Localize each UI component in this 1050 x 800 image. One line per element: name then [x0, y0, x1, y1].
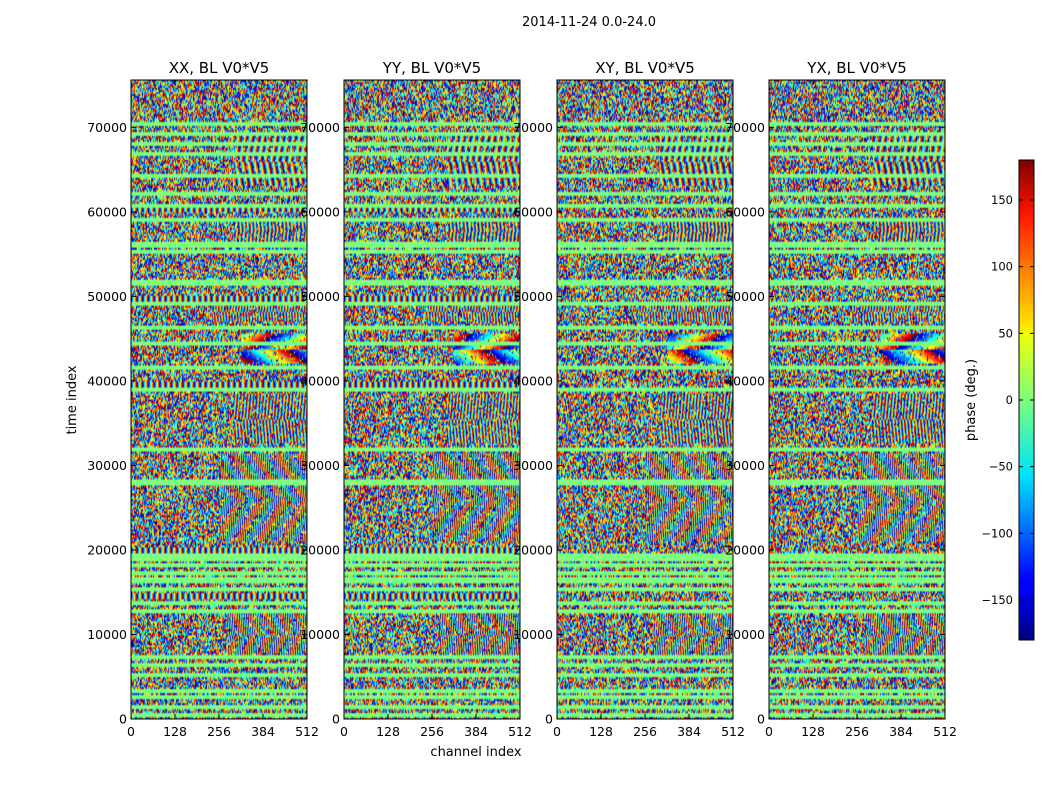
- y-tick-label: 40000: [300, 373, 340, 388]
- colorbar-tick-label: 100: [991, 260, 1013, 274]
- x-tick-label: 128: [163, 724, 187, 739]
- x-tick-label: 384: [251, 724, 275, 739]
- y-tick-label: 10000: [513, 627, 553, 642]
- colorbar-tick-label: 150: [991, 193, 1013, 207]
- x-tick-label: 384: [464, 724, 488, 739]
- y-tick-label: 20000: [725, 542, 765, 557]
- x-tick-label: 128: [589, 724, 613, 739]
- panels-group: XX, BL V0*V5 0 128 256 384 512 0 10000 20000 3000…: [87, 59, 957, 739]
- x-tick-label: 128: [376, 724, 400, 739]
- x-tick-label: 256: [207, 724, 231, 739]
- x-tick-label: 512: [721, 724, 745, 739]
- y-tick-label: 0: [119, 712, 127, 727]
- y-tick-label: 50000: [87, 289, 127, 304]
- y-tick-label: 60000: [725, 204, 765, 219]
- x-tick-label: 0: [765, 724, 773, 739]
- colorbar-tick-label: 50: [998, 326, 1013, 340]
- x-tick-label: 384: [889, 724, 913, 739]
- x-tick-label: 0: [127, 724, 135, 739]
- y-tick-label: 70000: [513, 120, 553, 135]
- x-tick-label: 512: [933, 724, 957, 739]
- x-tick-label: 0: [553, 724, 561, 739]
- y-tick-label: 60000: [87, 204, 127, 219]
- x-tick-label: 512: [508, 724, 532, 739]
- y-tick-label: 40000: [87, 373, 127, 388]
- panel-title: YX, BL V0*V5: [806, 59, 907, 77]
- y-tick-label: 50000: [513, 289, 553, 304]
- y-tick-label: 10000: [725, 627, 765, 642]
- x-tick-label: 256: [845, 724, 869, 739]
- heatmap-image: [769, 80, 945, 719]
- colorbar-tick-label: −50: [989, 460, 1013, 474]
- y-tick-label: 20000: [87, 542, 127, 557]
- heatmap-image: [557, 80, 733, 719]
- x-tick-label: 384: [677, 724, 701, 739]
- panel-1: YY, BL V0*V5 0 128 256 384 512 0 10000 20000 3000…: [300, 59, 532, 739]
- colorbar: −150 −100 −50 0 50 100 150 phase (deg.): [964, 159, 1035, 641]
- y-tick-label: 70000: [725, 120, 765, 135]
- y-tick-label: 10000: [87, 627, 127, 642]
- y-tick-label: 60000: [300, 204, 340, 219]
- y-tick-label: 30000: [513, 458, 553, 473]
- x-tick-label: 128: [801, 724, 825, 739]
- panel-title: YY, BL V0*V5: [382, 59, 481, 77]
- y-tick-label: 30000: [725, 458, 765, 473]
- y-tick-label: 0: [757, 712, 765, 727]
- panel-0: XX, BL V0*V5 0 128 256 384 512 0 10000 20000 3000…: [87, 59, 319, 739]
- colorbar-ticks: −150 −100 −50 0 50 100 150: [981, 193, 1034, 607]
- x-tick-label: 0: [340, 724, 348, 739]
- y-tick-label: 60000: [513, 204, 553, 219]
- y-tick-label: 40000: [725, 373, 765, 388]
- colorbar-label: phase (deg.): [964, 359, 979, 441]
- y-tick-label: 20000: [513, 542, 553, 557]
- colorbar-tick-label: 0: [1006, 393, 1013, 407]
- panel-title: XX, BL V0*V5: [169, 59, 270, 77]
- y-axis-label: time index: [65, 365, 80, 434]
- heatmap-image: [131, 80, 307, 719]
- y-tick-label: 20000: [300, 542, 340, 557]
- panel-3: YX, BL V0*V5 0 128 256 384 512 0 10000 20000 3000…: [725, 59, 957, 739]
- y-tick-label: 70000: [87, 120, 127, 135]
- x-tick-label: 512: [295, 724, 319, 739]
- figure-suptitle: 2014-11-24 0.0-24.0: [522, 15, 656, 30]
- y-tick-label: 50000: [725, 289, 765, 304]
- panel-2: XY, BL V0*V5 0 128 256 384 512 0 10000 20000 3000…: [513, 59, 745, 739]
- x-tick-label: 256: [633, 724, 657, 739]
- y-tick-label: 0: [545, 712, 553, 727]
- heatmap-image: [344, 80, 520, 719]
- y-tick-label: 70000: [300, 120, 340, 135]
- y-tick-label: 10000: [300, 627, 340, 642]
- y-tick-label: 50000: [300, 289, 340, 304]
- colorbar-tick-label: −150: [981, 593, 1013, 607]
- y-tick-label: 30000: [300, 458, 340, 473]
- y-tick-label: 40000: [513, 373, 553, 388]
- x-tick-label: 256: [420, 724, 444, 739]
- colorbar-tick-label: −100: [981, 526, 1013, 540]
- x-axis-label: channel index: [430, 745, 521, 760]
- panel-title: XY, BL V0*V5: [595, 59, 695, 77]
- y-tick-label: 0: [332, 712, 340, 727]
- y-tick-label: 30000: [87, 458, 127, 473]
